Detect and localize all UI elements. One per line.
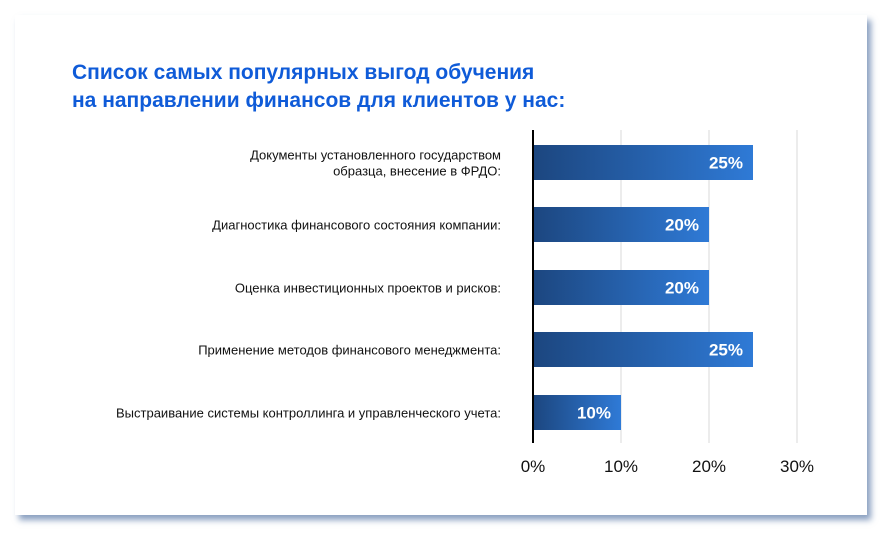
x-tick-label: 10% (604, 457, 638, 476)
data-label: 10% (577, 404, 611, 423)
data-label: 20% (665, 216, 699, 235)
title-line-1: Список самых популярных выгод обучения (72, 61, 535, 84)
category-label: Применение методов финансового менеджмен… (198, 343, 501, 358)
data-label: 20% (665, 279, 699, 298)
chart-title: Список самых популярных выгод обучения н… (72, 59, 565, 115)
x-tick-label: 0% (521, 457, 546, 476)
bar (533, 145, 753, 180)
category-label: образца, внесение в ФРДО: (333, 164, 501, 179)
bar (533, 207, 709, 242)
x-tick-label: 30% (780, 457, 814, 476)
category-label: Выстраивание системы контроллинга и упра… (116, 406, 501, 421)
bar (533, 332, 753, 367)
chart-card: Список самых популярных выгод обучения н… (15, 15, 867, 515)
category-label: Диагностика финансового состояния компан… (212, 218, 501, 233)
x-tick-label: 20% (692, 457, 726, 476)
bar (533, 270, 709, 305)
bar (533, 395, 621, 430)
data-label: 25% (709, 341, 743, 360)
category-label: Документы установленного государством (250, 148, 501, 163)
title-line-2: на направлении финансов для клиентов у н… (72, 89, 566, 112)
category-label: Оценка инвестиционных проектов и рисков: (235, 281, 501, 296)
data-label: 25% (709, 154, 743, 173)
